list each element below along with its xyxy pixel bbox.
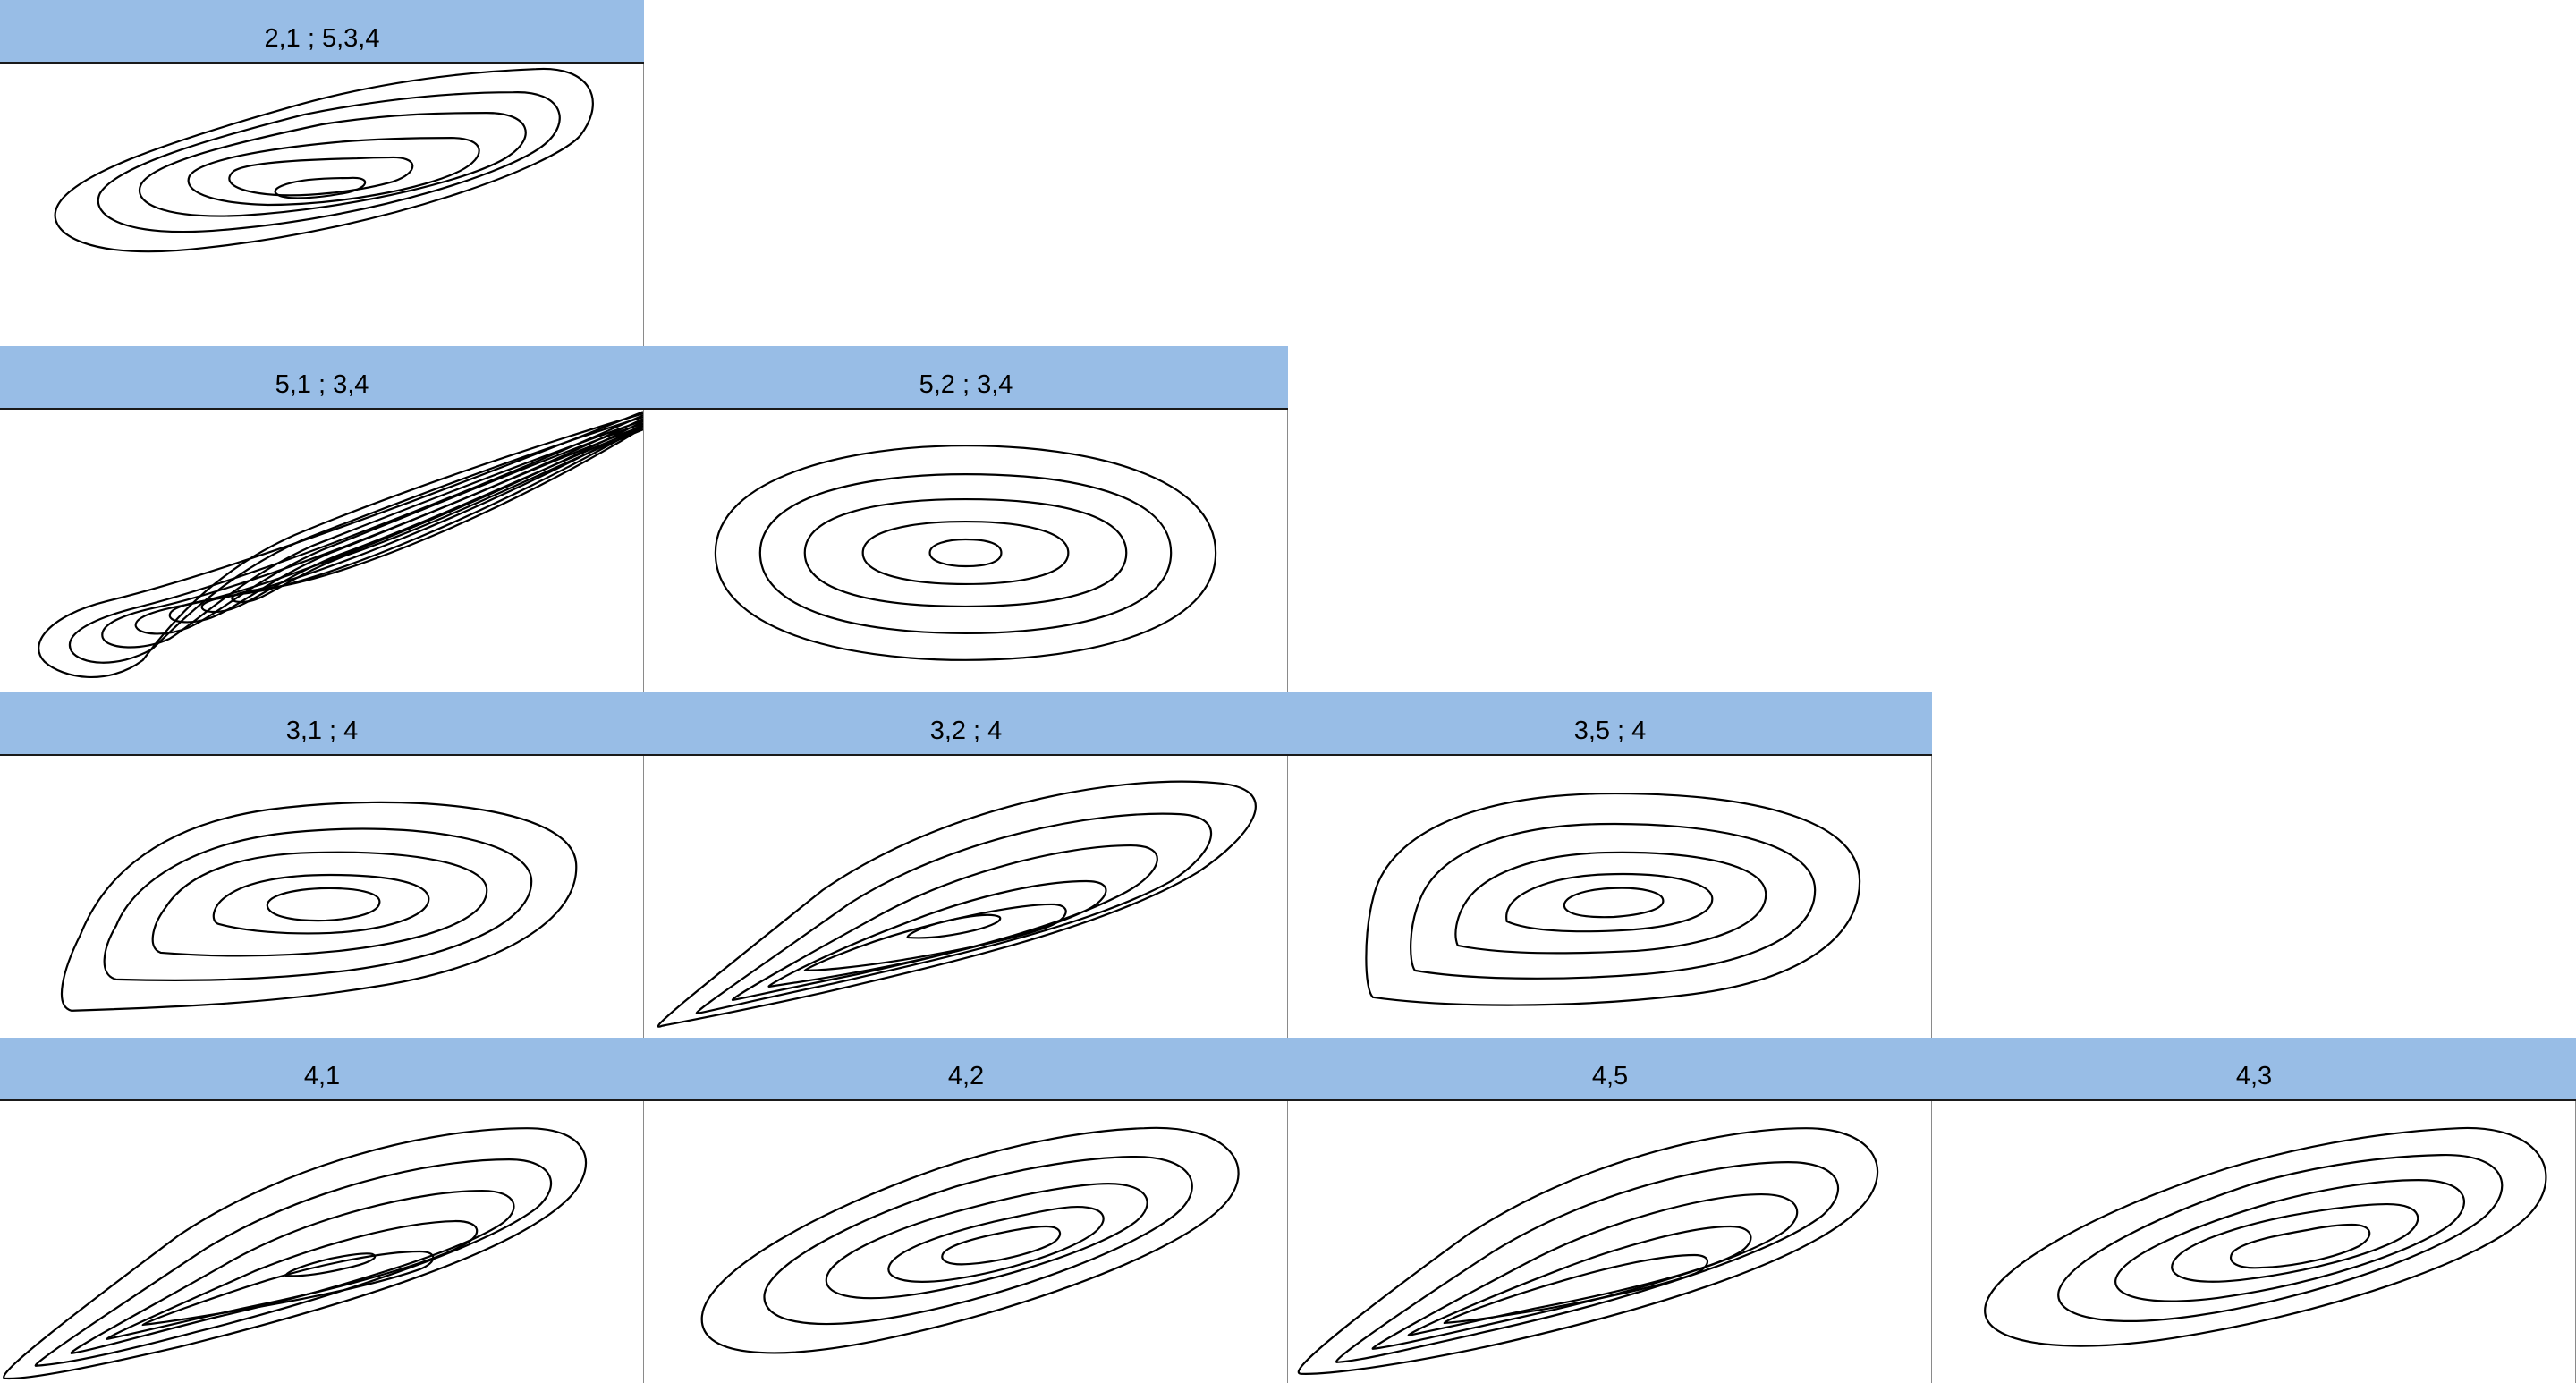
- contour-panel-3-5: 3,5 ; 4: [1288, 692, 1932, 1038]
- contour-plot: [0, 1101, 644, 1383]
- contour-lines: [700, 1126, 1240, 1354]
- contour-panel-4-2: 4,2: [644, 1038, 1288, 1383]
- contour-lines: [657, 780, 1257, 1028]
- contour-panel-4-3: 4,3: [1932, 1038, 2576, 1383]
- contour-plot: [1288, 756, 1932, 1038]
- contour-lines: [1297, 1127, 1879, 1375]
- panel-title: 4,3: [1932, 1038, 2576, 1101]
- panel-title: 3,5 ; 4: [1288, 692, 1932, 756]
- contour-panel-4-1: 4,1: [0, 1038, 644, 1383]
- contour-panel-3-2: 3,2 ; 4: [644, 692, 1288, 1038]
- panel-title: 5,2 ; 3,4: [644, 346, 1288, 410]
- contour-plot: [0, 64, 644, 346]
- panel-title: 2,1 ; 5,3,4: [0, 0, 644, 64]
- contour-lines: [714, 445, 1217, 661]
- contour-lines: [1365, 792, 1861, 1006]
- contour-plot: [0, 756, 644, 1038]
- contour-plot: [644, 756, 1288, 1038]
- contour-plot: [1288, 1101, 1932, 1383]
- contour-plot: [644, 410, 1288, 692]
- contour-lines: [60, 801, 578, 1012]
- contour-plot: [0, 410, 644, 692]
- contour-lines: [38, 411, 643, 678]
- contour-panel-5-2: 5,2 ; 3,4: [644, 346, 1288, 692]
- panel-title: 4,2: [644, 1038, 1288, 1101]
- contour-lines: [54, 67, 594, 253]
- panel-title: 3,2 ; 4: [644, 692, 1288, 756]
- contour-panel-5-1: 5,1 ; 3,4: [0, 346, 644, 692]
- contour-lines: [1984, 1127, 2547, 1347]
- panel-title: 5,1 ; 3,4: [0, 346, 644, 410]
- contour-lines: [3, 1127, 587, 1380]
- panel-title: 4,5: [1288, 1038, 1932, 1101]
- panel-title: 3,1 ; 4: [0, 692, 644, 756]
- contour-plot: [1932, 1101, 2576, 1383]
- contour-panel-3-1: 3,1 ; 4: [0, 692, 644, 1038]
- contour-plot: [644, 1101, 1288, 1383]
- contour-panel-2-1: 2,1 ; 5,3,4: [0, 0, 644, 346]
- panel-title: 4,1: [0, 1038, 644, 1101]
- contour-panel-4-5: 4,5: [1288, 1038, 1932, 1383]
